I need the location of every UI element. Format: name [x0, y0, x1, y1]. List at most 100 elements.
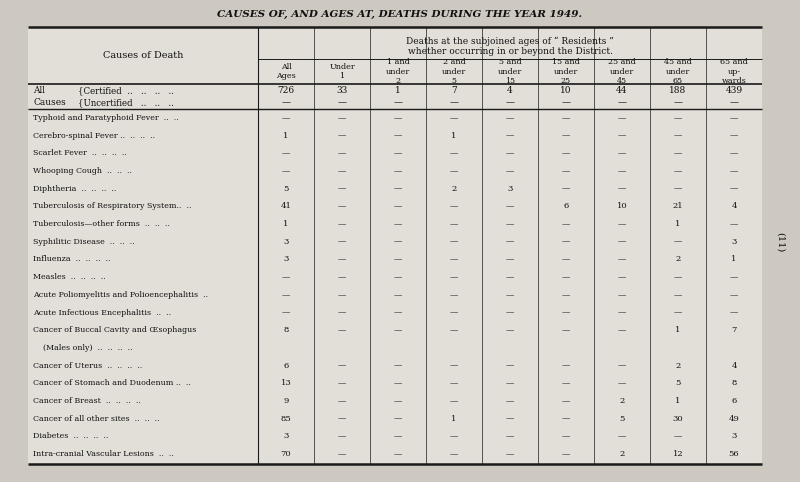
Text: —: — — [618, 308, 626, 317]
Text: 3: 3 — [283, 432, 289, 441]
Text: —: — — [338, 98, 346, 107]
Text: —: — — [562, 114, 570, 122]
Text: 1: 1 — [283, 132, 289, 140]
Text: —: — — [618, 291, 626, 299]
Text: —: — — [730, 220, 738, 228]
Text: —: — — [394, 185, 402, 193]
Text: —: — — [394, 308, 402, 317]
Text: 56: 56 — [729, 450, 739, 458]
Text: —: — — [394, 167, 402, 175]
Text: —: — — [506, 415, 514, 423]
Text: —: — — [618, 255, 626, 264]
Text: —: — — [674, 291, 682, 299]
Text: —: — — [338, 132, 346, 140]
Text: —: — — [282, 114, 290, 122]
Text: 5: 5 — [619, 415, 625, 423]
Text: —: — — [394, 291, 402, 299]
Text: 45 and
under
65: 45 and under 65 — [664, 58, 692, 85]
Text: —: — — [338, 415, 346, 423]
Text: —: — — [618, 185, 626, 193]
Text: 1: 1 — [451, 415, 457, 423]
Text: —: — — [562, 132, 570, 140]
Text: 13: 13 — [281, 379, 291, 388]
Text: —: — — [338, 273, 346, 281]
Text: (Males only)  ..  ..  ..  ..: (Males only) .. .. .. .. — [33, 344, 133, 352]
Text: —: — — [618, 220, 626, 228]
Text: —: — — [562, 291, 570, 299]
Text: Deaths at the subjoined ages of “ Residents ”: Deaths at the subjoined ages of “ Reside… — [406, 36, 614, 46]
Text: —: — — [450, 308, 458, 317]
Text: —: — — [338, 114, 346, 122]
Text: CAUSES OF, AND AGES AT, DEATHS DURING THE YEAR 1949.: CAUSES OF, AND AGES AT, DEATHS DURING TH… — [218, 10, 582, 18]
Text: —: — — [282, 98, 290, 107]
Text: —: — — [674, 149, 682, 157]
Text: —: — — [338, 255, 346, 264]
Text: 2: 2 — [619, 450, 625, 458]
Text: 1: 1 — [675, 220, 681, 228]
Text: 6: 6 — [283, 362, 289, 370]
Text: 2: 2 — [619, 397, 625, 405]
Text: 6: 6 — [563, 202, 569, 210]
Text: —: — — [618, 362, 626, 370]
Text: 30: 30 — [673, 415, 683, 423]
Text: —: — — [394, 98, 402, 107]
Text: —: — — [618, 132, 626, 140]
Text: —: — — [674, 114, 682, 122]
Text: —: — — [394, 273, 402, 281]
Text: —: — — [506, 450, 514, 458]
Text: —: — — [450, 362, 458, 370]
Text: 7: 7 — [731, 326, 737, 334]
Text: Acute Infectious Encephalitis  ..  ..: Acute Infectious Encephalitis .. .. — [33, 308, 171, 317]
Text: —: — — [394, 149, 402, 157]
Text: —: — — [338, 167, 346, 175]
Text: —: — — [506, 132, 514, 140]
Text: Cancer of all other sites  ..  ..  ..: Cancer of all other sites .. .. .. — [33, 415, 160, 423]
Text: —: — — [562, 450, 570, 458]
Text: —: — — [562, 255, 570, 264]
Text: —: — — [562, 167, 570, 175]
Text: 1: 1 — [731, 255, 737, 264]
Text: —: — — [562, 362, 570, 370]
Text: —: — — [450, 450, 458, 458]
Text: 8: 8 — [283, 326, 289, 334]
Text: 25 and
under
45: 25 and under 45 — [608, 58, 636, 85]
Text: —: — — [618, 114, 626, 122]
Text: —: — — [394, 326, 402, 334]
Text: 3: 3 — [507, 185, 513, 193]
Text: —: — — [618, 379, 626, 388]
Text: —: — — [618, 149, 626, 157]
Text: —: — — [394, 220, 402, 228]
Text: —: — — [618, 98, 626, 107]
Text: —: — — [338, 379, 346, 388]
Text: —: — — [618, 326, 626, 334]
Text: —: — — [450, 98, 458, 107]
Text: 85: 85 — [281, 415, 291, 423]
Text: Syphilitic Disease  ..  ..  ..: Syphilitic Disease .. .. .. — [33, 238, 134, 246]
Text: 3: 3 — [731, 432, 737, 441]
Text: Intra-cranial Vascular Lesions  ..  ..: Intra-cranial Vascular Lesions .. .. — [33, 450, 174, 458]
Text: 41: 41 — [281, 202, 291, 210]
Text: 4: 4 — [507, 86, 513, 95]
Text: 5 and
under
15: 5 and under 15 — [498, 58, 522, 85]
Text: 4: 4 — [731, 362, 737, 370]
Text: —: — — [394, 255, 402, 264]
Text: Cancer of Breast  ..  ..  ..  ..: Cancer of Breast .. .. .. .. — [33, 397, 141, 405]
Text: —: — — [562, 432, 570, 441]
Text: —: — — [674, 98, 682, 107]
Text: —: — — [450, 432, 458, 441]
Text: —: — — [338, 326, 346, 334]
Text: —: — — [730, 308, 738, 317]
Text: 1: 1 — [675, 397, 681, 405]
Text: —: — — [506, 379, 514, 388]
Text: —: — — [338, 362, 346, 370]
Text: —: — — [282, 308, 290, 317]
Text: Cancer of Uterus  ..  ..  ..  ..: Cancer of Uterus .. .. .. .. — [33, 362, 142, 370]
Text: Diabetes  ..  ..  ..  ..: Diabetes .. .. .. .. — [33, 432, 108, 441]
Text: —: — — [506, 308, 514, 317]
Text: Scarlet Fever  ..  ..  ..  ..: Scarlet Fever .. .. .. .. — [33, 149, 127, 157]
Text: —: — — [394, 132, 402, 140]
Text: —: — — [506, 238, 514, 246]
Text: —: — — [730, 291, 738, 299]
Text: {Uncertified   ..   ..   ..: {Uncertified .. .. .. — [78, 98, 174, 107]
Text: —: — — [394, 415, 402, 423]
